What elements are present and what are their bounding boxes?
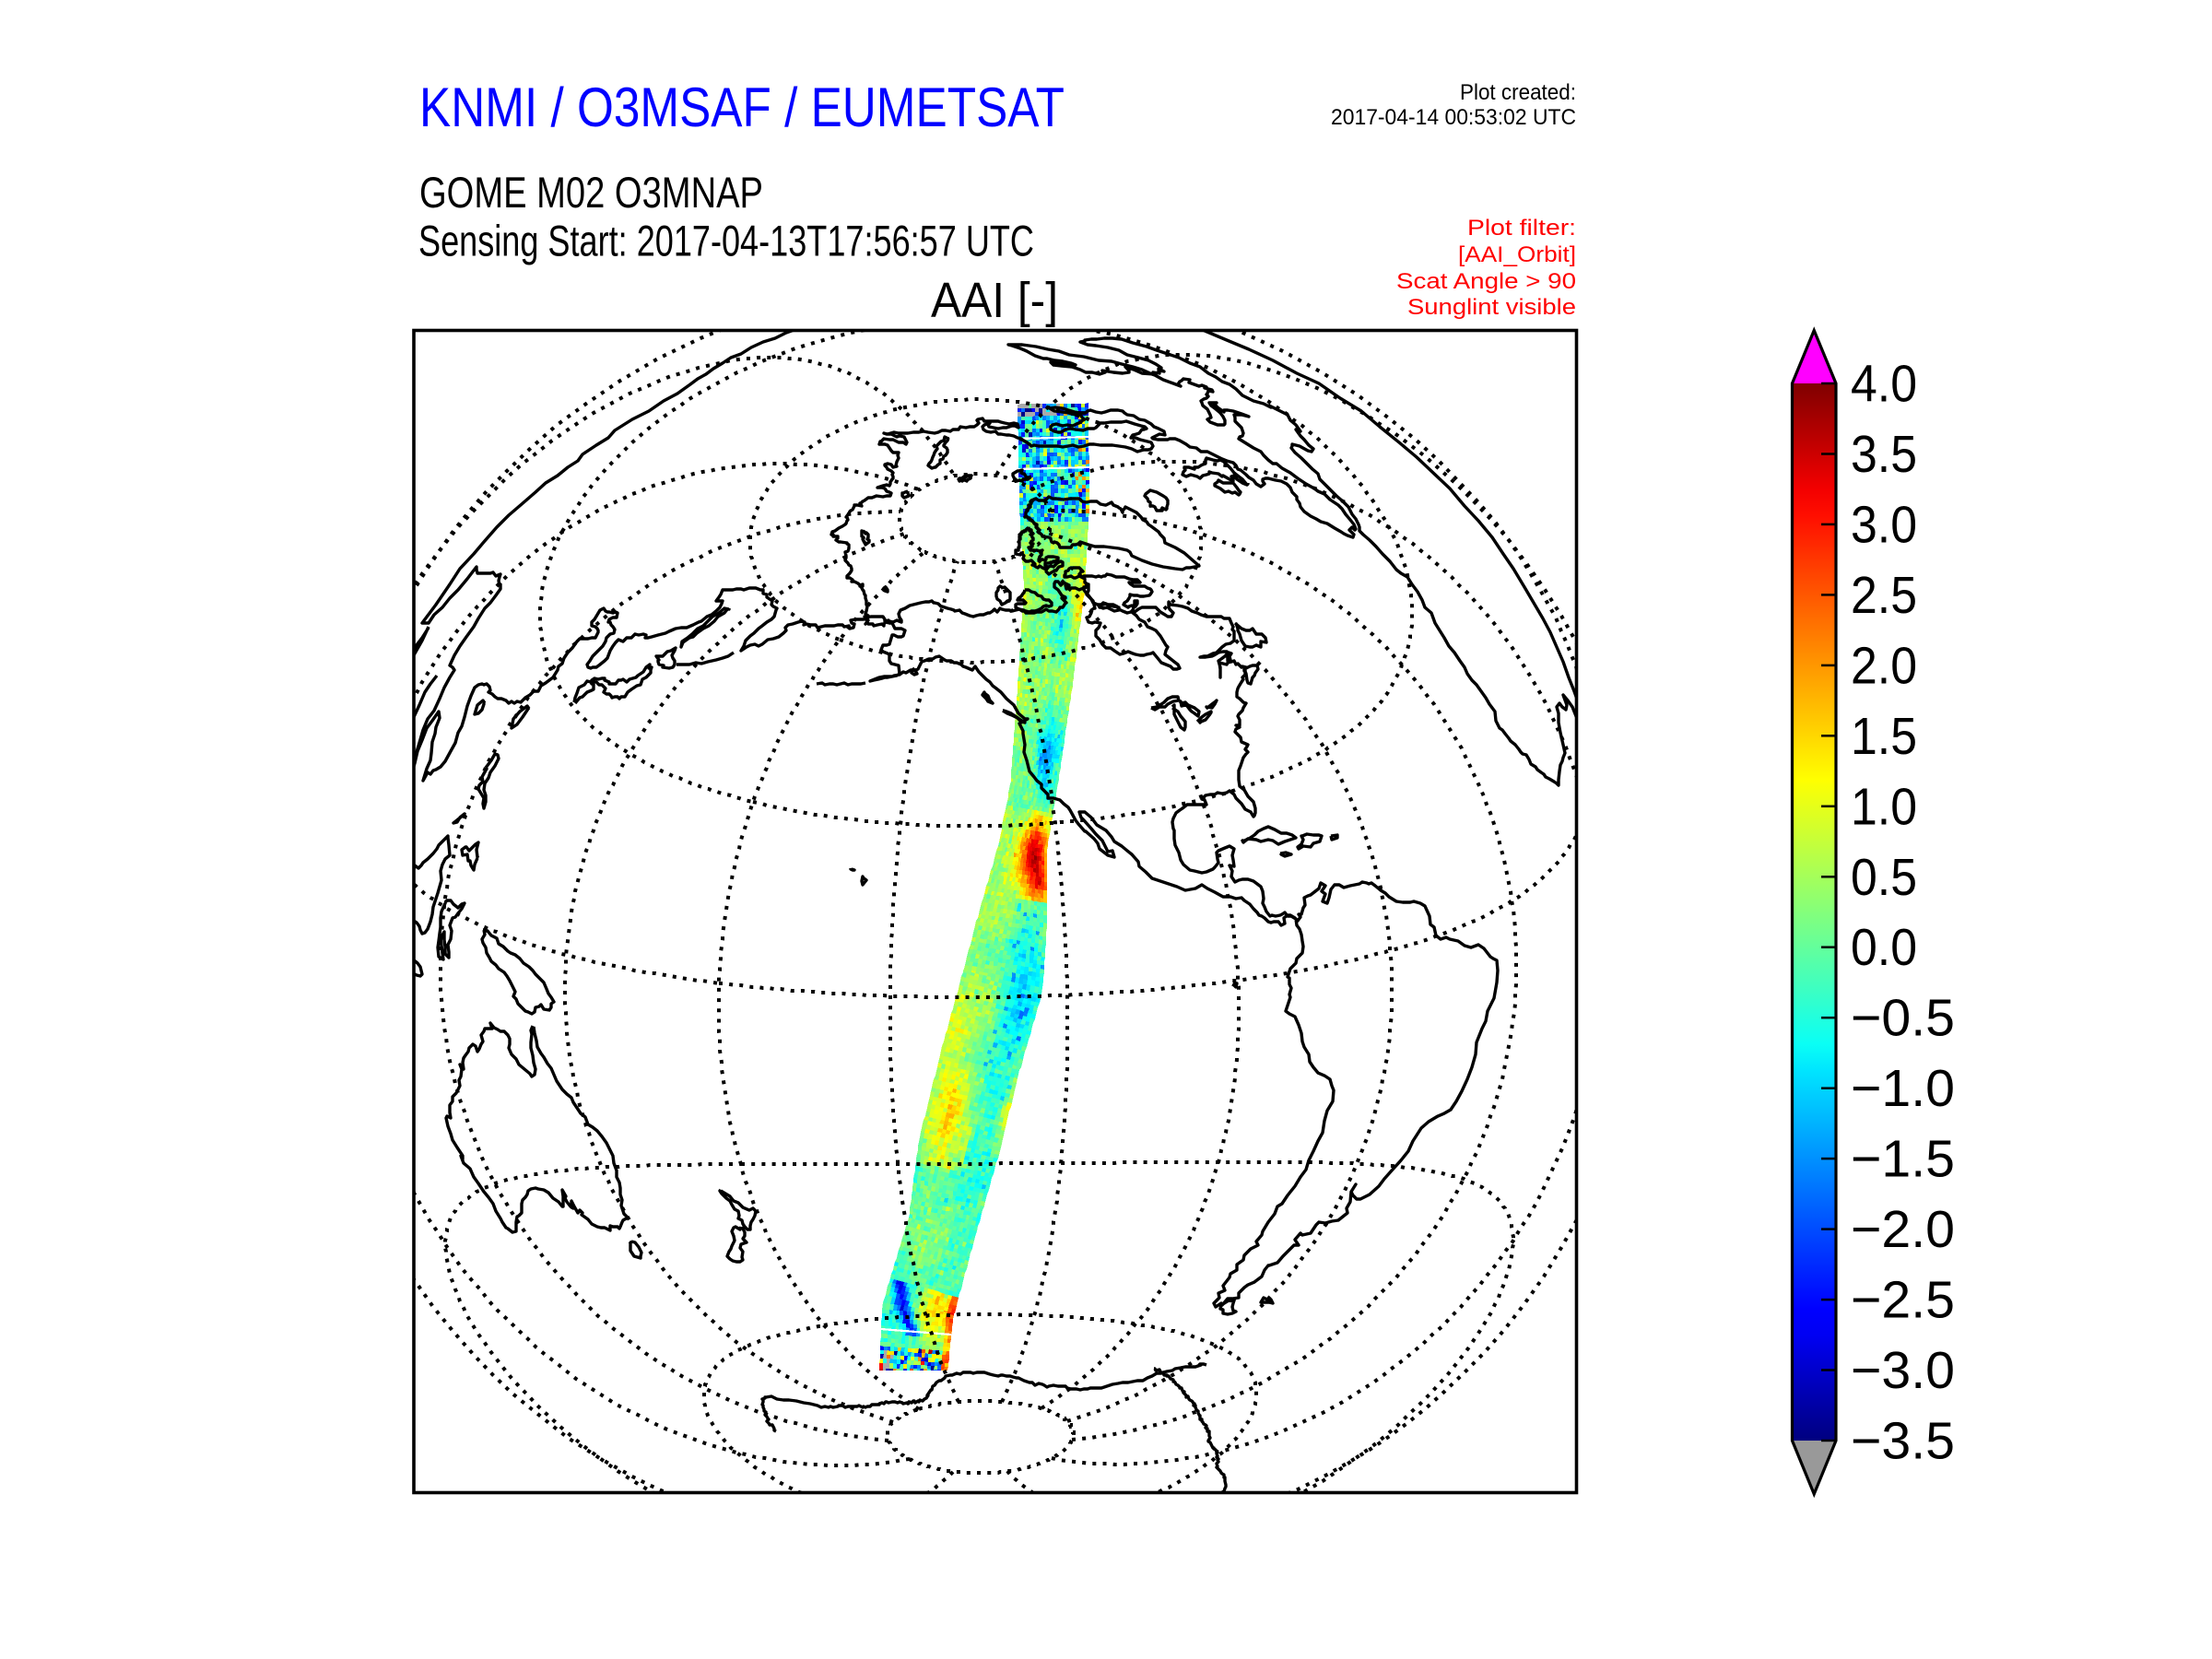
svg-text:GOME M02 O3MNAP: GOME M02 O3MNAP bbox=[419, 168, 763, 217]
svg-text:Plot filter:: Plot filter: bbox=[1467, 216, 1576, 241]
svg-text:−3.0: −3.0 bbox=[1851, 1341, 1955, 1400]
svg-text:0.0: 0.0 bbox=[1851, 918, 1917, 977]
svg-text:1.5: 1.5 bbox=[1851, 707, 1917, 766]
svg-text:AAI [-]: AAI [-] bbox=[931, 273, 1058, 328]
svg-text:3.0: 3.0 bbox=[1851, 495, 1917, 554]
svg-text:2.5: 2.5 bbox=[1851, 566, 1917, 625]
svg-text:Sensing Start: 2017-04-13T17:5: Sensing Start: 2017-04-13T17:56:57 UTC bbox=[418, 217, 1034, 265]
svg-text:0.5: 0.5 bbox=[1851, 848, 1917, 907]
svg-text:1.0: 1.0 bbox=[1851, 777, 1917, 836]
svg-text:Sunglint visible: Sunglint visible bbox=[1407, 295, 1576, 320]
svg-text:KNMI / O3MSAF / EUMETSAT: KNMI / O3MSAF / EUMETSAT bbox=[419, 76, 1065, 138]
svg-text:−3.5: −3.5 bbox=[1851, 1412, 1955, 1471]
svg-text:−2.5: −2.5 bbox=[1851, 1271, 1955, 1330]
svg-text:Scat Angle > 90: Scat Angle > 90 bbox=[1396, 269, 1576, 294]
svg-text:Plot created:: Plot created: bbox=[1460, 80, 1576, 105]
svg-text:[AAI_Orbit]: [AAI_Orbit] bbox=[1458, 242, 1576, 267]
svg-text:4.0: 4.0 bbox=[1851, 355, 1917, 414]
svg-text:−2.0: −2.0 bbox=[1851, 1200, 1955, 1259]
svg-text:−1.5: −1.5 bbox=[1851, 1130, 1955, 1189]
svg-text:3.5: 3.5 bbox=[1851, 425, 1917, 484]
svg-text:2.0: 2.0 bbox=[1851, 636, 1917, 695]
svg-text:−0.5: −0.5 bbox=[1851, 989, 1955, 1048]
svg-text:−1.0: −1.0 bbox=[1851, 1059, 1955, 1118]
svg-text:2017-04-14 00:53:02 UTC: 2017-04-14 00:53:02 UTC bbox=[1331, 105, 1576, 130]
